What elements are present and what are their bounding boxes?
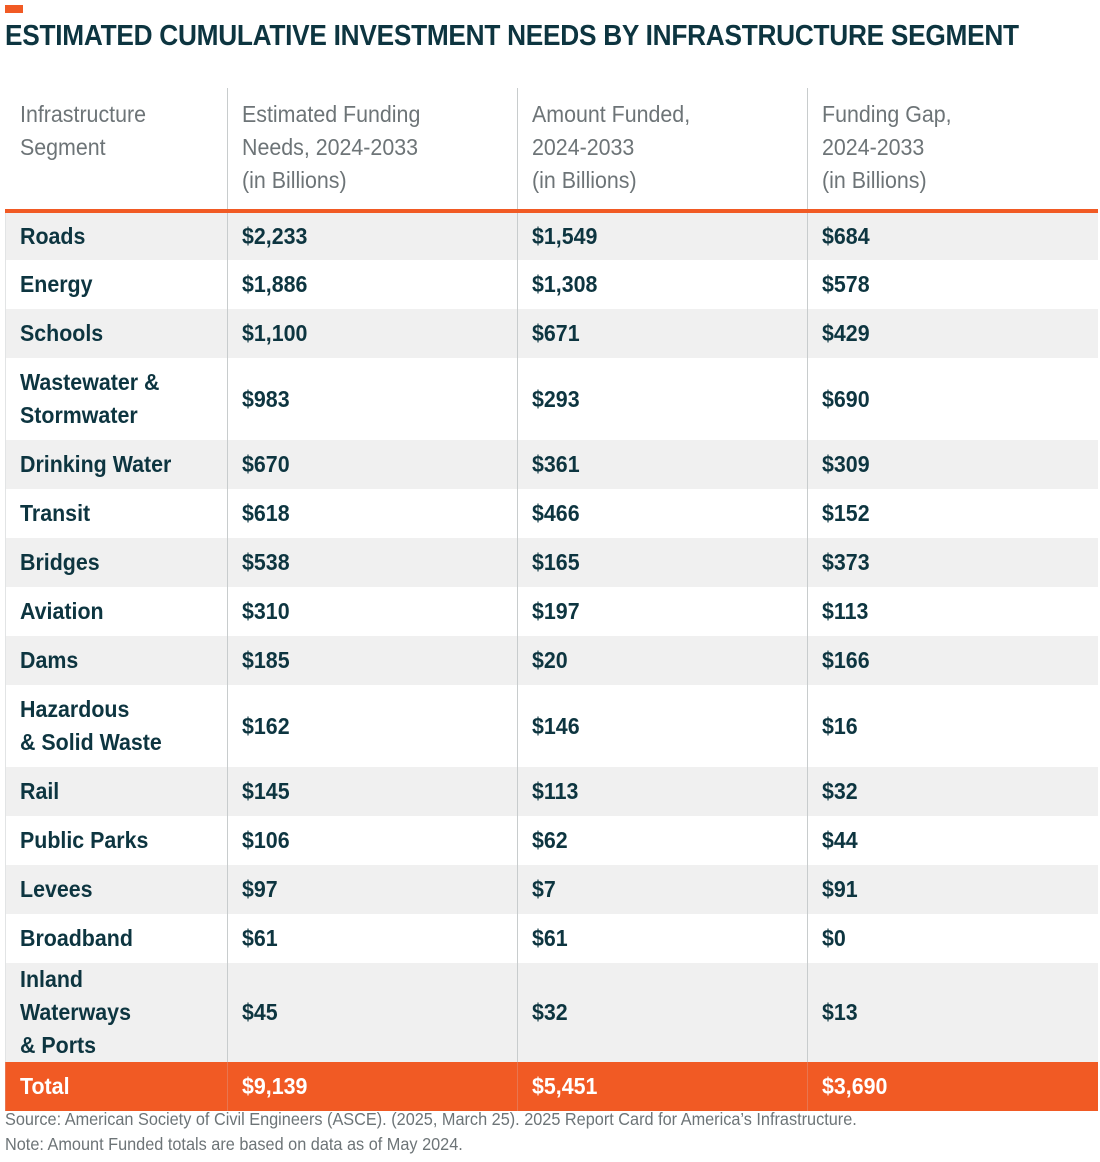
funding-needs-cell: $106 [227,816,518,865]
segment-cell: Transit [5,489,228,538]
funding-needs-cell: $983 [227,358,518,440]
accent-bar [5,5,23,13]
total-label: Total [5,1062,228,1111]
funding-needs-cell: $670 [227,440,518,489]
total-amount-funded: $5,451 [517,1062,808,1111]
segment-cell: Bridges [5,538,228,587]
funding-gap-cell: $91 [807,865,1098,914]
table-row: Transit $618 $466 $152 [5,489,1098,538]
amount-funded-cell: $61 [517,914,808,963]
total-row: Total $9,139 $5,451 $3,690 [5,1062,1098,1111]
amount-funded-cell: $165 [517,538,808,587]
table-row: Broadband $61 $61 $0 [5,914,1098,963]
funding-gap-cell: $32 [807,767,1098,816]
table-row: Aviation $310 $197 $113 [5,587,1098,636]
segment-cell: Aviation [5,587,228,636]
table-header-row: Infrastructure Segment Estimated Funding… [5,88,1098,213]
segment-cell: Dams [5,636,228,685]
segment-cell: Broadband [5,914,228,963]
table-row: Bridges $538 $165 $373 [5,538,1098,587]
segment-cell: Schools [5,309,228,358]
funding-gap-cell: $429 [807,309,1098,358]
amount-funded-cell: $361 [517,440,808,489]
funding-needs-cell: $2,233 [227,211,518,260]
table-row: Inland Waterways & Ports $45 $32 $13 [5,963,1098,1062]
amount-funded-cell: $671 [517,309,808,358]
source-note: Source: American Society of Civil Engine… [5,1109,857,1129]
table-row: Levees $97 $7 $91 [5,865,1098,914]
amount-funded-cell: $7 [517,865,808,914]
segment-cell: Drinking Water [5,440,228,489]
amount-funded-cell: $62 [517,816,808,865]
segment-cell: Wastewater & Stormwater [5,358,228,440]
amount-funded-cell: $197 [517,587,808,636]
segment-cell: Hazardous & Solid Waste [5,685,228,767]
funding-gap-cell: $690 [807,358,1098,440]
table-row: Energy $1,886 $1,308 $578 [5,260,1098,309]
funding-gap-cell: $166 [807,636,1098,685]
funding-needs-cell: $1,100 [227,309,518,358]
amount-funded-cell: $1,308 [517,260,808,309]
funding-gap-cell: $373 [807,538,1098,587]
header-amount-funded: Amount Funded, 2024-2033 (in Billions) [517,88,808,213]
header-funding-needs: Estimated Funding Needs, 2024-2033 (in B… [227,88,518,213]
header-funding-gap: Funding Gap, 2024-2033 (in Billions) [807,88,1098,213]
amount-funded-cell: $113 [517,767,808,816]
funding-needs-cell: $538 [227,538,518,587]
amount-funded-cell: $293 [517,358,808,440]
funding-gap-cell: $152 [807,489,1098,538]
amount-funded-cell: $1,549 [517,211,808,260]
funding-gap-cell: $578 [807,260,1098,309]
amount-funded-cell: $32 [517,963,808,1062]
amount-funded-cell: $466 [517,489,808,538]
funding-needs-cell: $45 [227,963,518,1062]
funding-gap-cell: $0 [807,914,1098,963]
segment-cell: Inland Waterways & Ports [5,963,228,1062]
funding-gap-cell: $309 [807,440,1098,489]
funding-needs-cell: $97 [227,865,518,914]
funding-needs-cell: $618 [227,489,518,538]
data-note: Note: Amount Funded totals are based on … [5,1134,463,1154]
segment-cell: Roads [5,211,228,260]
table-row: Public Parks $106 $62 $44 [5,816,1098,865]
segment-cell: Rail [5,767,228,816]
total-funding-needs: $9,139 [227,1062,518,1111]
amount-funded-cell: $20 [517,636,808,685]
table-row: Rail $145 $113 $32 [5,767,1098,816]
investment-table: Infrastructure Segment Estimated Funding… [5,88,1098,1111]
funding-needs-cell: $162 [227,685,518,767]
table-row: Hazardous & Solid Waste $162 $146 $16 [5,685,1098,767]
segment-cell: Energy [5,260,228,309]
table-row: Roads $2,233 $1,549 $684 [5,211,1098,260]
table-row: Wastewater & Stormwater $983 $293 $690 [5,358,1098,440]
funding-needs-cell: $61 [227,914,518,963]
table-row: Drinking Water $670 $361 $309 [5,440,1098,489]
funding-gap-cell: $44 [807,816,1098,865]
header-segment: Infrastructure Segment [5,88,228,213]
funding-needs-cell: $1,886 [227,260,518,309]
funding-needs-cell: $310 [227,587,518,636]
table-row: Dams $185 $20 $166 [5,636,1098,685]
funding-needs-cell: $145 [227,767,518,816]
funding-needs-cell: $185 [227,636,518,685]
footer: Source: American Society of Civil Engine… [5,1107,857,1157]
table-row: Schools $1,100 $671 $429 [5,309,1098,358]
segment-cell: Levees [5,865,228,914]
segment-cell: Public Parks [5,816,228,865]
amount-funded-cell: $146 [517,685,808,767]
funding-gap-cell: $16 [807,685,1098,767]
page-title: ESTIMATED CUMULATIVE INVESTMENT NEEDS BY… [5,20,1019,52]
funding-gap-cell: $113 [807,587,1098,636]
funding-gap-cell: $684 [807,211,1098,260]
funding-gap-cell: $13 [807,963,1098,1062]
total-funding-gap: $3,690 [807,1062,1098,1111]
